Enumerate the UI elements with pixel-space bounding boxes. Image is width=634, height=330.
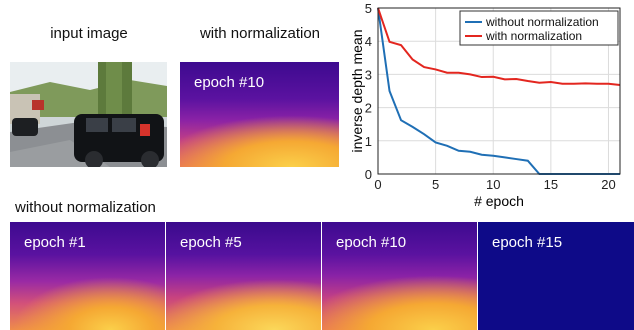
chart-ticks: 0 5 10 15 20 0 1 2 3 4 5	[365, 1, 616, 192]
with-normalization-label: with normalization	[199, 25, 321, 42]
input-image	[10, 62, 167, 167]
chart-y-axis-label: inverse depth mean	[352, 30, 365, 153]
y-tick-label: 2	[365, 101, 372, 116]
y-tick-label: 0	[365, 167, 372, 182]
epoch-5-tag: epoch #5	[180, 234, 242, 251]
legend-label-1: with normalization	[485, 29, 582, 43]
x-tick-label: 20	[601, 177, 615, 192]
y-tick-label: 4	[365, 34, 372, 49]
inverse-depth-chart: 0 5 10 15 20 0 1 2 3 4 5 inverse depth mean # epoc…	[352, 0, 634, 220]
legend-box	[459, 10, 619, 46]
series-line-1	[377, 7, 621, 87]
epoch-15-tag: epoch #15	[492, 234, 563, 251]
input-image-label: input image	[50, 25, 128, 42]
x-tick-label: 10	[486, 177, 500, 192]
x-tick-label: 15	[544, 177, 558, 192]
legend-label-0: without normalization	[485, 15, 599, 29]
chart-svg: 0 5 10 15 20 0 1 2 3 4 5 inverse depth mean # epoc…	[352, 1, 621, 209]
chart-frame	[377, 7, 621, 175]
x-tick-label: 5	[432, 177, 439, 192]
y-tick-label: 5	[365, 1, 372, 16]
y-tick-label: 3	[365, 67, 372, 82]
x-tick-label: 0	[374, 177, 381, 192]
epoch-10-tag: epoch #10	[336, 234, 407, 251]
chart-x-axis-label: # epoch	[474, 193, 524, 209]
with-normalization-epoch-tag: epoch #10	[194, 74, 265, 91]
epoch-1-tag: epoch #1	[24, 234, 86, 251]
epoch-10-depth-map: epoch #10	[322, 222, 477, 330]
without-normalization-label: without normalization	[15, 199, 156, 216]
epoch-15-depth-map: epoch #15	[478, 222, 634, 330]
with-normalization-depth-map: epoch #10	[180, 62, 339, 167]
epoch-5-depth-map: epoch #5	[166, 222, 321, 330]
y-tick-label: 1	[365, 134, 372, 149]
epoch-1-depth-map: epoch #1	[10, 222, 165, 330]
